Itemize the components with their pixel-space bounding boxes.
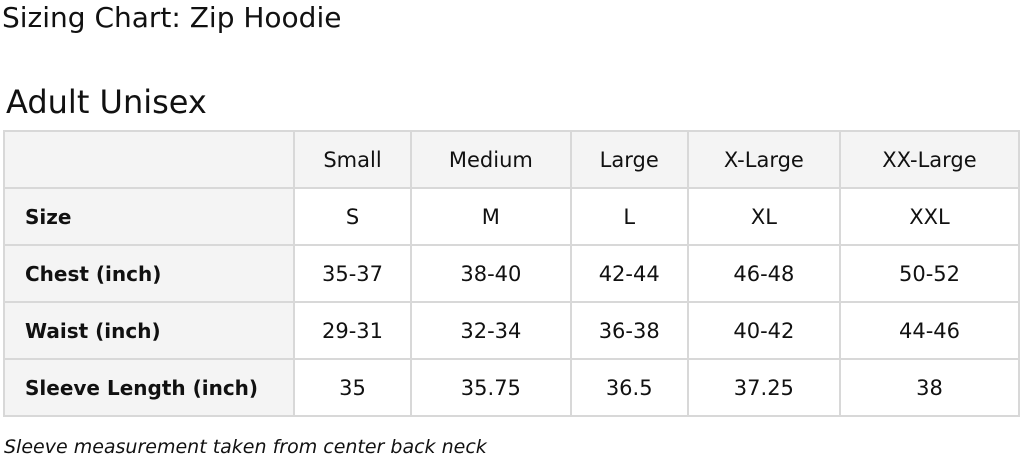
table-cell: 44-46 <box>839 301 1020 360</box>
row-label: Size <box>3 187 295 246</box>
section-title: Adult Unisex <box>6 83 207 121</box>
row-label: Waist (inch) <box>3 301 295 360</box>
header-cell: Large <box>569 130 689 189</box>
table-cell: S <box>292 187 413 246</box>
table-cell: XL <box>686 187 842 246</box>
table-cell: 35.75 <box>410 358 572 417</box>
table-cell: 36.5 <box>569 358 689 417</box>
table-cell: 36-38 <box>569 301 689 360</box>
row-label: Sleeve Length (inch) <box>3 358 295 417</box>
table-cell: 29-31 <box>292 301 413 360</box>
table-header-row: Small Medium Large X-Large XX-Large <box>3 130 1020 189</box>
page-title: Sizing Chart: Zip Hoodie <box>2 1 342 34</box>
header-cell: XX-Large <box>839 130 1020 189</box>
table-cell: L <box>569 187 689 246</box>
header-cell: Small <box>292 130 413 189</box>
table-row: Sleeve Length (inch) 35 35.75 36.5 37.25… <box>3 358 1020 417</box>
table-cell: M <box>410 187 572 246</box>
table-row: Chest (inch) 35-37 38-40 42-44 46-48 50-… <box>3 244 1020 303</box>
table-cell: 32-34 <box>410 301 572 360</box>
table-cell: 35 <box>292 358 413 417</box>
table-cell: 42-44 <box>569 244 689 303</box>
header-cell-empty <box>3 130 295 189</box>
table-cell: 35-37 <box>292 244 413 303</box>
header-cell: X-Large <box>686 130 842 189</box>
row-label: Chest (inch) <box>3 244 295 303</box>
table-cell: 46-48 <box>686 244 842 303</box>
table-cell: 40-42 <box>686 301 842 360</box>
table-row: Size S M L XL XXL <box>3 187 1020 246</box>
sizing-table: Small Medium Large X-Large XX-Large Size… <box>3 130 1020 417</box>
table-row: Waist (inch) 29-31 32-34 36-38 40-42 44-… <box>3 301 1020 360</box>
table-cell: 38 <box>839 358 1020 417</box>
table-cell: 37.25 <box>686 358 842 417</box>
table-cell: XXL <box>839 187 1020 246</box>
table-cell: 38-40 <box>410 244 572 303</box>
footnote: Sleeve measurement taken from center bac… <box>4 436 487 458</box>
table-cell: 50-52 <box>839 244 1020 303</box>
header-cell: Medium <box>410 130 572 189</box>
